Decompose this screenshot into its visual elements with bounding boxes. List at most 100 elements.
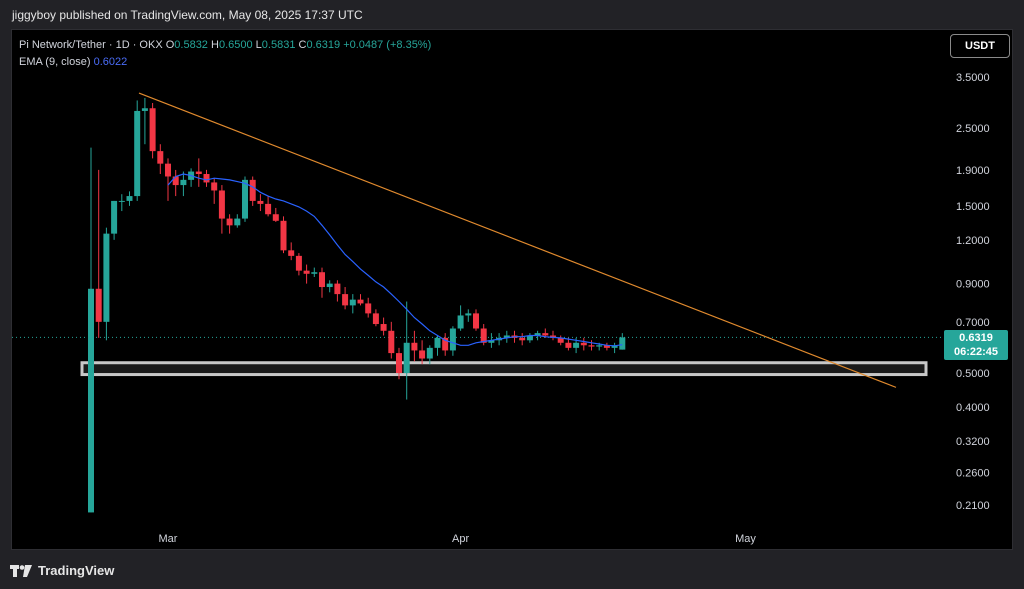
candle-body (242, 179, 248, 219)
candle-body (195, 171, 202, 174)
x-tick-label: Mar (159, 533, 178, 545)
y-tick-label: 0.2600 (956, 468, 990, 480)
candle-body (257, 200, 264, 204)
candle-body (103, 233, 110, 322)
ohlc-row: Pi Network/Tether · 1D · OKX O0.5832 H0.… (19, 37, 431, 54)
candle-body (172, 176, 179, 186)
currency-button[interactable]: USDT (950, 34, 1010, 58)
candle-body (534, 333, 541, 336)
candle-body (280, 220, 287, 251)
chart-panel[interactable] (11, 29, 1013, 550)
publisher-line: jiggyboy published on TradingView.com, M… (12, 8, 363, 22)
trendline (138, 92, 897, 388)
y-tick-label: 2.5000 (956, 123, 990, 135)
candle-body (349, 299, 356, 306)
candle-body (396, 353, 402, 374)
candle-body (126, 196, 133, 201)
candle-body (234, 218, 241, 226)
ema-row[interactable]: EMA (9, close) 0.6022 (19, 54, 431, 71)
candle-body (480, 328, 487, 343)
candle-body (218, 190, 225, 219)
candle-body (565, 342, 572, 348)
candle-body (526, 335, 533, 341)
last-price: 0.6319 (959, 332, 993, 344)
y-tick-label: 0.5000 (956, 368, 990, 380)
candle-body (149, 108, 156, 152)
low-value: 0.5831 (261, 39, 296, 51)
high-value: 0.6500 (218, 39, 253, 51)
candle-body (118, 200, 125, 202)
last-price-tag: 0.6319 06:22:45 (944, 330, 1008, 360)
x-tick-label: May (735, 533, 756, 545)
y-tick-label: 0.4000 (956, 402, 990, 414)
support-zone (80, 361, 928, 377)
candle-body (557, 337, 564, 343)
candle-body (180, 179, 187, 186)
candle-body (611, 345, 618, 348)
candle-body (503, 335, 510, 338)
close-label: C (298, 39, 307, 51)
candle-body (311, 272, 318, 274)
candle-body (442, 337, 449, 351)
candle-body (95, 288, 102, 322)
candle-body (226, 218, 233, 226)
candle-body (88, 288, 94, 513)
tradingview-logo-icon (10, 564, 32, 577)
candle-body (134, 110, 141, 197)
symbol-label[interactable]: Pi Network/Tether · 1D · OKX (19, 39, 163, 51)
ema-line (167, 173, 623, 347)
high-label: H (211, 39, 219, 51)
candle-body (265, 203, 272, 215)
ema-value: 0.6022 (93, 56, 128, 68)
candle-body (426, 347, 433, 359)
bar-countdown: 06:22:45 (953, 346, 999, 358)
y-tick-label: 0.2100 (956, 500, 990, 512)
y-tick-label: 0.3200 (956, 436, 990, 448)
candle-body (342, 294, 349, 306)
candle-body (357, 299, 364, 304)
candle-body (465, 313, 472, 316)
candle-body (388, 330, 395, 354)
candle-body (519, 337, 526, 341)
open-value: 0.5832 (174, 39, 208, 51)
y-tick-label: 0.7000 (956, 317, 990, 329)
candle-body (295, 255, 302, 271)
y-tick-label: 1.5000 (956, 201, 990, 213)
low-label: L (255, 39, 262, 51)
candle-body (141, 108, 148, 111)
brand-name: TradingView (38, 563, 115, 578)
candle-body (249, 179, 256, 201)
candle-body (365, 303, 372, 314)
tradingview-brand[interactable]: TradingView (10, 563, 114, 578)
candle-body (588, 345, 595, 347)
candle-body (326, 283, 333, 288)
candle-body (411, 342, 418, 351)
change-value: +0.0487 (+8.35%) (343, 39, 432, 51)
candle-body (165, 163, 171, 177)
candle-body (580, 342, 587, 346)
candle-body (111, 200, 118, 234)
ema-label: EMA (9, close) (19, 56, 91, 68)
y-tick-label: 1.2000 (956, 235, 990, 247)
candle-body (319, 272, 325, 288)
candle-body (157, 151, 164, 164)
candle-body (334, 283, 341, 295)
y-tick-label: 1.9000 (956, 165, 990, 177)
chart-legend: Pi Network/Tether · 1D · OKX O0.5832 H0.… (19, 37, 431, 71)
candle-body (372, 313, 379, 325)
y-tick-label: 3.5000 (956, 72, 990, 84)
candle-body (619, 337, 626, 350)
candle-body (603, 345, 610, 348)
y-tick-label: 0.9000 (956, 279, 990, 291)
candle-body (272, 214, 279, 221)
candle-body (457, 315, 464, 329)
candle-body (419, 350, 426, 359)
candle-body (303, 270, 310, 274)
candle-body (288, 250, 295, 256)
candle-body (403, 342, 410, 374)
candle-body (488, 340, 495, 343)
candle-body (573, 342, 580, 348)
open-label: O (165, 39, 175, 51)
candle-body (203, 173, 210, 183)
